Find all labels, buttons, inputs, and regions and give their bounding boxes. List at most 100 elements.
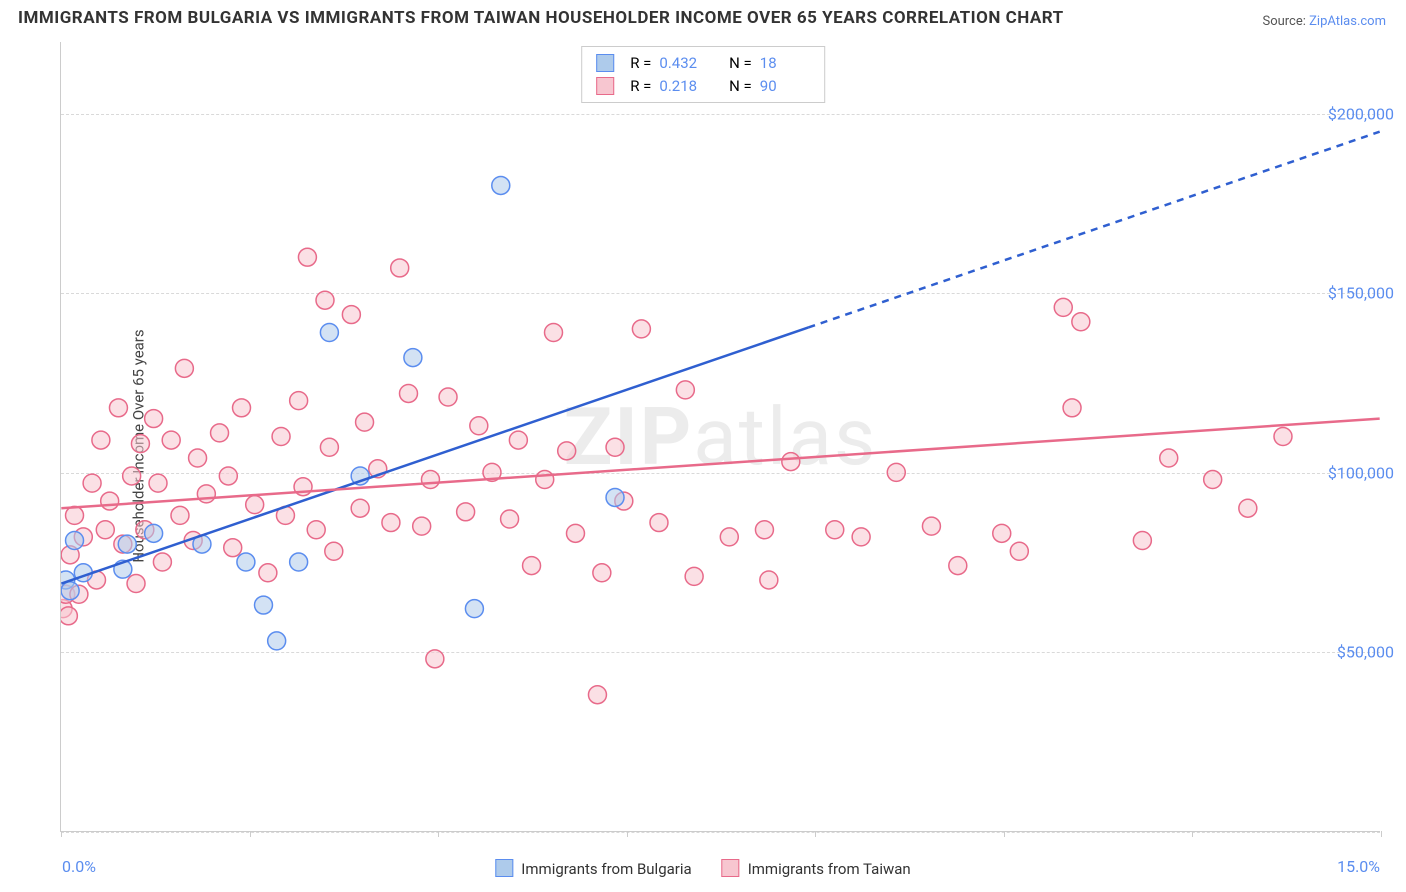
- legend-label: Immigrants from Bulgaria: [521, 860, 691, 878]
- data-point: [523, 557, 541, 575]
- data-point: [382, 514, 400, 532]
- data-point: [351, 499, 369, 517]
- data-point: [593, 564, 611, 582]
- data-point: [501, 510, 519, 528]
- data-point: [211, 424, 229, 442]
- data-point: [298, 248, 316, 266]
- data-point: [96, 521, 114, 539]
- data-point: [492, 176, 510, 194]
- data-point: [316, 291, 334, 309]
- correlation-legend: R = 0.432 N = 18 R = 0.218 N = 90: [581, 46, 825, 103]
- data-point: [755, 521, 773, 539]
- data-point: [1072, 313, 1090, 331]
- x-axis-min-label: 0.0%: [62, 857, 96, 876]
- data-point: [153, 553, 171, 571]
- data-point: [465, 600, 483, 618]
- data-point: [536, 471, 554, 489]
- data-point: [307, 521, 325, 539]
- x-axis-max-label: 15.0%: [1337, 857, 1380, 876]
- data-point: [92, 431, 110, 449]
- data-point: [1010, 542, 1028, 560]
- data-point: [66, 506, 84, 524]
- data-point: [782, 453, 800, 471]
- data-point: [224, 539, 242, 557]
- data-point: [123, 467, 141, 485]
- n-label: N =: [729, 52, 752, 75]
- data-point: [171, 506, 189, 524]
- data-point: [685, 567, 703, 585]
- legend-swatch: [495, 859, 513, 877]
- data-point: [760, 571, 778, 589]
- data-point: [189, 449, 207, 467]
- data-point: [325, 542, 343, 560]
- legend-swatch: [722, 859, 740, 877]
- n-value: 90: [760, 75, 810, 98]
- series-legend: Immigrants from Bulgaria Immigrants from …: [495, 859, 910, 878]
- data-point: [356, 413, 374, 431]
- data-point: [175, 359, 193, 377]
- data-point: [1274, 428, 1292, 446]
- trend-line: [61, 327, 808, 583]
- data-point: [237, 553, 255, 571]
- data-point: [632, 320, 650, 338]
- data-point: [404, 349, 422, 367]
- trend-line-extrapolated: [808, 132, 1379, 328]
- legend-item: Immigrants from Bulgaria: [495, 859, 691, 878]
- data-point: [421, 471, 439, 489]
- source-attribution: Source: ZipAtlas.com: [1262, 14, 1386, 29]
- data-point: [127, 575, 145, 593]
- data-point: [1054, 298, 1072, 316]
- data-point: [290, 392, 308, 410]
- data-point: [290, 553, 308, 571]
- data-point: [66, 532, 84, 550]
- n-value: 18: [760, 52, 810, 75]
- data-point: [826, 521, 844, 539]
- data-point: [1133, 532, 1151, 550]
- source-prefix: Source:: [1262, 14, 1309, 29]
- data-point: [588, 686, 606, 704]
- r-value: 0.218: [659, 75, 709, 98]
- data-point: [145, 410, 163, 428]
- data-point: [457, 503, 475, 521]
- data-point: [197, 485, 215, 503]
- chart-title: IMMIGRANTS FROM BULGARIA VS IMMIGRANTS F…: [18, 8, 1064, 28]
- data-point: [342, 306, 360, 324]
- data-point: [219, 467, 237, 485]
- data-point: [650, 514, 668, 532]
- data-point: [922, 517, 940, 535]
- data-point: [1239, 499, 1257, 517]
- data-point: [259, 564, 277, 582]
- data-point: [1160, 449, 1178, 467]
- data-point: [320, 438, 338, 456]
- correlation-row: R = 0.218 N = 90: [596, 75, 810, 98]
- data-point: [852, 528, 870, 546]
- data-point: [949, 557, 967, 575]
- data-point: [887, 463, 905, 481]
- data-point: [426, 650, 444, 668]
- data-point: [131, 435, 149, 453]
- data-point: [1204, 471, 1222, 489]
- data-point: [61, 582, 79, 600]
- source-link[interactable]: ZipAtlas.com: [1309, 14, 1386, 29]
- trend-line: [61, 419, 1379, 509]
- data-point: [83, 474, 101, 492]
- data-point: [391, 259, 409, 277]
- data-point: [545, 324, 563, 342]
- n-label: N =: [729, 75, 752, 98]
- r-label: R =: [630, 75, 651, 98]
- plot-area: ZIPatlas: [60, 42, 1380, 832]
- data-point: [1063, 399, 1081, 417]
- data-point: [400, 384, 418, 402]
- r-value: 0.432: [659, 52, 709, 75]
- correlation-row: R = 0.432 N = 18: [596, 52, 810, 75]
- data-point: [606, 488, 624, 506]
- legend-swatch: [596, 54, 614, 72]
- chart-svg: [61, 42, 1380, 831]
- data-point: [470, 417, 488, 435]
- data-point: [720, 528, 738, 546]
- data-point: [566, 524, 584, 542]
- legend-label: Immigrants from Taiwan: [748, 860, 911, 878]
- r-label: R =: [630, 52, 651, 75]
- data-point: [109, 399, 127, 417]
- data-point: [439, 388, 457, 406]
